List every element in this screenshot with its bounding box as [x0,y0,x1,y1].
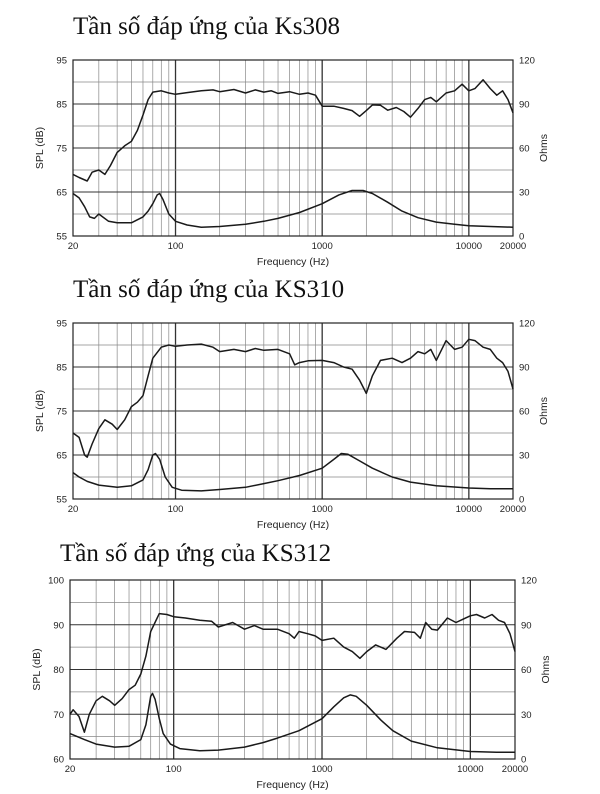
y-axis-label: SPL (dB) [34,127,46,169]
spl-curve [73,339,513,457]
chart-panel-ks312: Tần số đáp ứng của KS312 60 70 80 90 100 0 30 6… [0,530,600,794]
x-tick-label: 10000 [456,504,482,515]
x-tick-label: 20000 [500,241,526,252]
y-tick-label: 85 [56,100,67,111]
y-tick-label: 95 [56,56,67,67]
y2-axis-label: Ohms [538,397,550,425]
impedance-curve [73,454,513,491]
y-tick-label: 100 [48,576,64,587]
x-axis-label: Frequency (Hz) [256,779,328,791]
y-tick-label: 60 [53,755,64,766]
x-tick-label: 1000 [312,504,333,515]
x-tick-label: 20 [68,504,79,515]
x-tick-label: 100 [168,241,184,252]
y2-axis-label: Ohms [540,655,552,683]
y2-tick-label: 90 [519,100,530,111]
y2-tick-label: 90 [521,620,532,631]
chart-panel-ks310: Tần số đáp ứng của KS310 55 65 75 85 95 0 30 60… [0,268,600,530]
y-tick-label: 75 [56,144,67,155]
y2-tick-label: 120 [519,56,535,67]
y-tick-label: 70 [53,710,64,721]
y-tick-label: 55 [56,495,67,506]
x-axis-label: Frequency (Hz) [257,256,329,268]
x-tick-label: 20000 [502,764,528,775]
x-tick-label: 20 [65,764,76,775]
y-axis-label: SPL (dB) [31,648,43,690]
impedance-curve [73,191,513,228]
impedance-curve [70,693,515,752]
y2-tick-label: 60 [519,407,530,418]
x-tick-label: 100 [168,504,184,515]
y2-tick-label: 60 [521,665,532,676]
spl-curve [73,80,513,181]
x-tick-label: 1000 [312,241,333,252]
y2-tick-label: 30 [519,451,530,462]
y-tick-label: 55 [56,232,67,243]
y2-tick-label: 30 [519,188,530,199]
y2-axis-label: Ohms [538,134,550,162]
y2-tick-label: 120 [519,319,535,330]
x-tick-label: 10000 [457,764,483,775]
y-tick-label: 75 [56,407,67,418]
y-axis-label: SPL (dB) [34,390,46,432]
x-tick-label: 1000 [311,764,332,775]
y-tick-label: 85 [56,363,67,374]
y-tick-label: 90 [53,620,64,631]
y2-tick-label: 120 [521,576,537,587]
y2-tick-label: 90 [519,363,530,374]
y-tick-label: 95 [56,319,67,330]
y-tick-label: 65 [56,451,67,462]
chart-panel-ks308: Tần số đáp ứng của Ks308 55 65 75 85 95 0 30 60… [0,0,600,268]
y2-tick-label: 60 [519,144,530,155]
x-tick-label: 20 [68,241,79,252]
y-tick-label: 65 [56,188,67,199]
y2-tick-label: 30 [521,710,532,721]
x-tick-label: 10000 [456,241,482,252]
x-tick-label: 100 [166,764,182,775]
x-axis-label: Frequency (Hz) [257,519,329,530]
x-tick-label: 20000 [500,504,526,515]
y-tick-label: 80 [53,665,64,676]
